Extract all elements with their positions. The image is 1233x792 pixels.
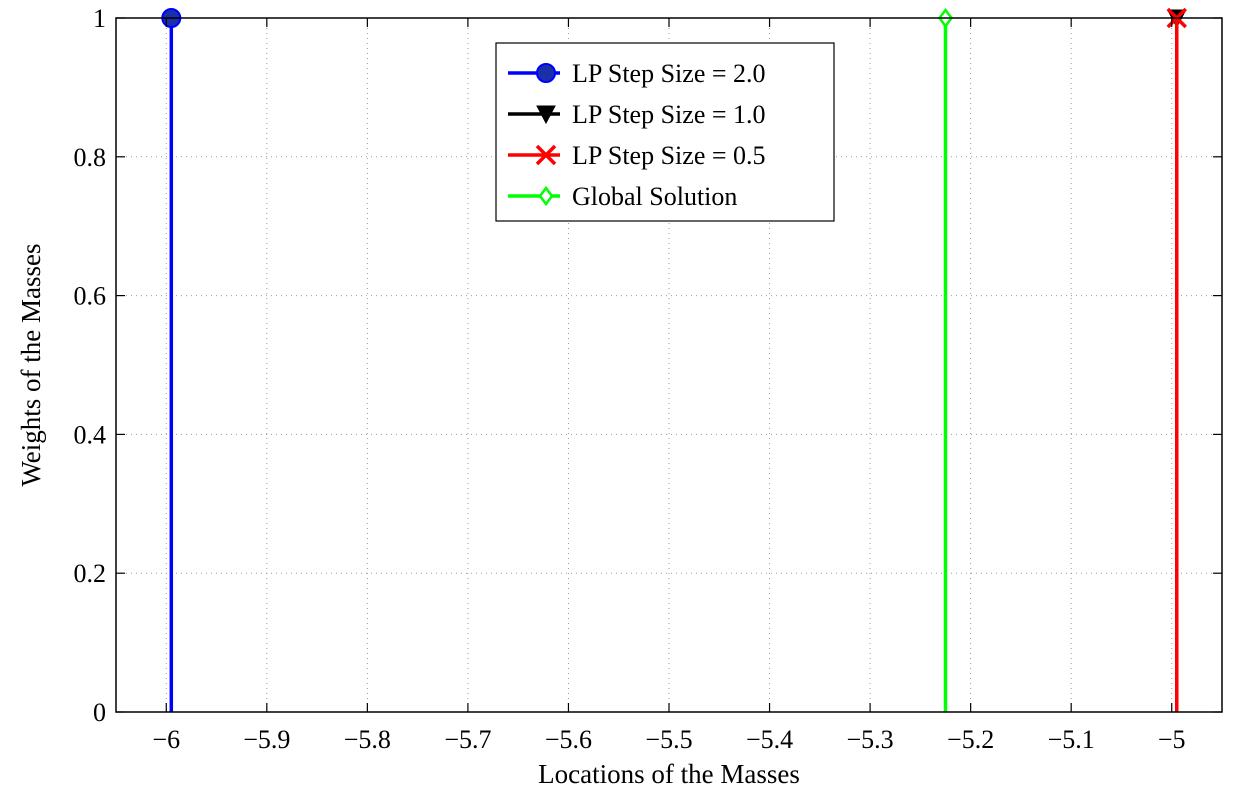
series-2 <box>1166 7 1187 712</box>
legend-item: LP Step Size = 0.5 <box>508 141 766 170</box>
legend-marker <box>538 185 554 207</box>
legend: LP Step Size = 2.0 LP Step Size = 1.0 LP S… <box>495 42 835 222</box>
x-tick-label: −5.8 <box>344 725 391 754</box>
legend-item: LP Step Size = 1.0 <box>508 100 766 129</box>
legend-label: Global Solution <box>572 182 737 211</box>
x-tick-label: −5.6 <box>545 725 592 754</box>
y-tick-label: 0 <box>93 698 106 727</box>
x-axis-label: Locations of the Masses <box>538 759 800 789</box>
x-tick-label: −5.2 <box>947 725 994 754</box>
y-tick-label: 0.2 <box>74 559 107 588</box>
y-tick-label: 0.6 <box>74 282 107 311</box>
legend-label: LP Step Size = 1.0 <box>572 100 766 129</box>
y-tick-label: 0.8 <box>74 143 107 172</box>
x-tick-label: −5.4 <box>746 725 793 754</box>
axis-ticks: −6 −5.9 −5.8 −5.7 −5.6 −5.5 −5.4 −5.3 −5.2 −5.1 −5… <box>74 4 1222 754</box>
legend-label: LP Step Size = 0.5 <box>572 141 766 170</box>
x-tick-label: −5.3 <box>847 725 894 754</box>
x-tick-label: −5.9 <box>243 725 290 754</box>
x-tick-label: −5 <box>1158 725 1186 754</box>
legend-label: LP Step Size = 2.0 <box>572 59 766 88</box>
legend-item: Global Solution <box>508 182 737 211</box>
legend-item: LP Step Size = 2.0 <box>508 59 766 88</box>
x-tick-label: −5.5 <box>645 725 692 754</box>
legend-marker <box>536 63 556 83</box>
x-tick-label: −6 <box>152 725 180 754</box>
legend-marker <box>536 105 556 125</box>
y-axis-label: Weights of the Masses <box>16 243 46 486</box>
legend-marker <box>535 144 557 166</box>
data-stems <box>161 7 1187 712</box>
y-tick-label: 1 <box>93 4 106 33</box>
series-0 <box>161 8 182 712</box>
x-tick-label: −5.7 <box>444 725 491 754</box>
series-3 <box>937 7 954 712</box>
y-tick-label: 0.4 <box>74 420 107 449</box>
x-tick-label: −5.1 <box>1048 725 1095 754</box>
